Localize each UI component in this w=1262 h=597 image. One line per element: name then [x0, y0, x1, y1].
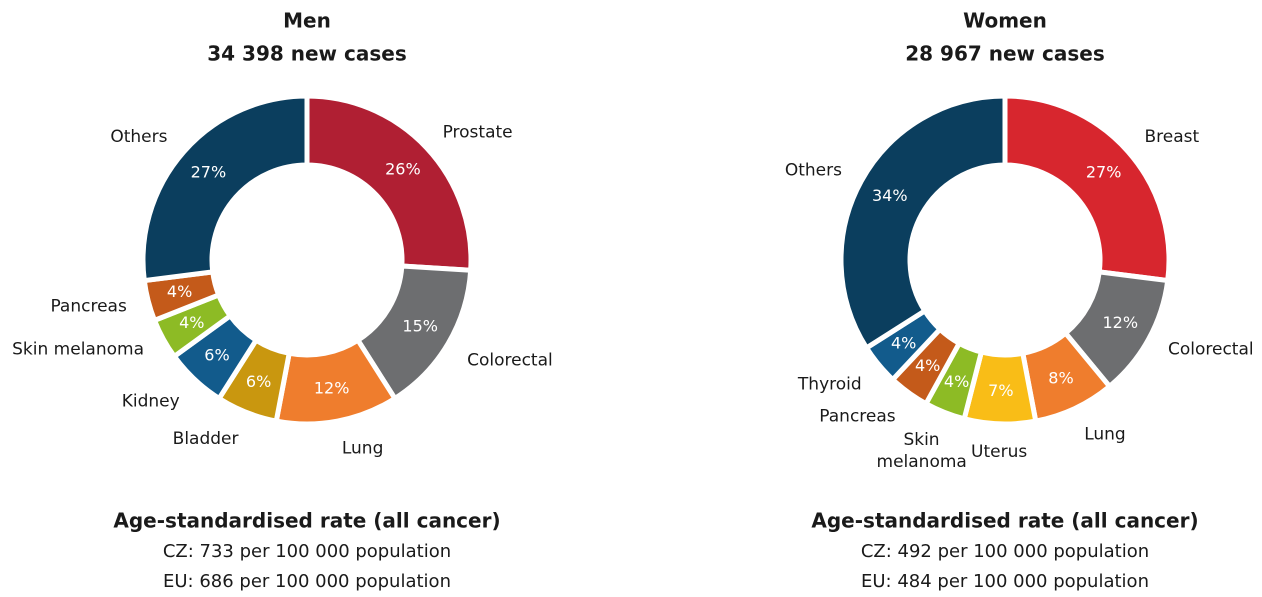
value-label: 4% [167, 282, 192, 301]
value-label: 15% [402, 316, 438, 335]
category-label: Lung [342, 439, 384, 459]
value-label: 7% [988, 381, 1013, 400]
note: EU: 686 per 100 000 population [163, 571, 451, 592]
value-label: 4% [944, 372, 969, 391]
value-label: 4% [915, 356, 940, 375]
category-label: Prostate [443, 123, 513, 143]
chart-title: 28 967 new cases [905, 42, 1104, 66]
category-label: Others [110, 127, 167, 147]
category-label: Skin melanoma [12, 340, 144, 360]
category-label: Pancreas [819, 406, 896, 426]
chart-title: Men [283, 9, 331, 33]
category-label: Uterus [971, 442, 1027, 462]
note: Age-standardised rate (all cancer) [113, 509, 500, 533]
value-label: 4% [891, 333, 916, 352]
note: CZ: 492 per 100 000 population [861, 541, 1149, 562]
category-label: Breast [1145, 127, 1200, 147]
chart-title: Women [963, 9, 1047, 33]
category-label: Thyroid [797, 375, 862, 395]
value-label: 12% [1102, 313, 1138, 332]
category-label-box: Skin melanoma [876, 429, 967, 472]
value-label: 8% [1048, 368, 1073, 387]
value-label: 12% [314, 379, 350, 398]
segment [140, 93, 310, 284]
value-label: 34% [872, 186, 908, 205]
segment [838, 93, 1008, 352]
category-label: Lung [1084, 424, 1126, 444]
segment [304, 93, 474, 273]
value-label: 6% [246, 372, 271, 391]
chart-title: 34 398 new cases [207, 42, 406, 66]
category-label: Others [785, 160, 842, 180]
category-label: Colorectal [467, 351, 553, 371]
category-label: Skin melanoma [876, 429, 967, 472]
category-label: Bladder [173, 429, 239, 449]
category-label: Kidney [122, 392, 180, 412]
note: CZ: 733 per 100 000 population [163, 541, 451, 562]
note: Age-standardised rate (all cancer) [811, 509, 1198, 533]
value-label: 27% [191, 163, 227, 182]
segment [1002, 93, 1172, 284]
value-label: 4% [179, 313, 204, 332]
value-label: 6% [204, 345, 229, 364]
note: EU: 484 per 100 000 population [861, 571, 1149, 592]
category-label: Colorectal [1168, 340, 1254, 360]
value-label: 26% [385, 159, 421, 178]
category-label: Pancreas [50, 296, 127, 316]
value-label: 27% [1086, 163, 1122, 182]
